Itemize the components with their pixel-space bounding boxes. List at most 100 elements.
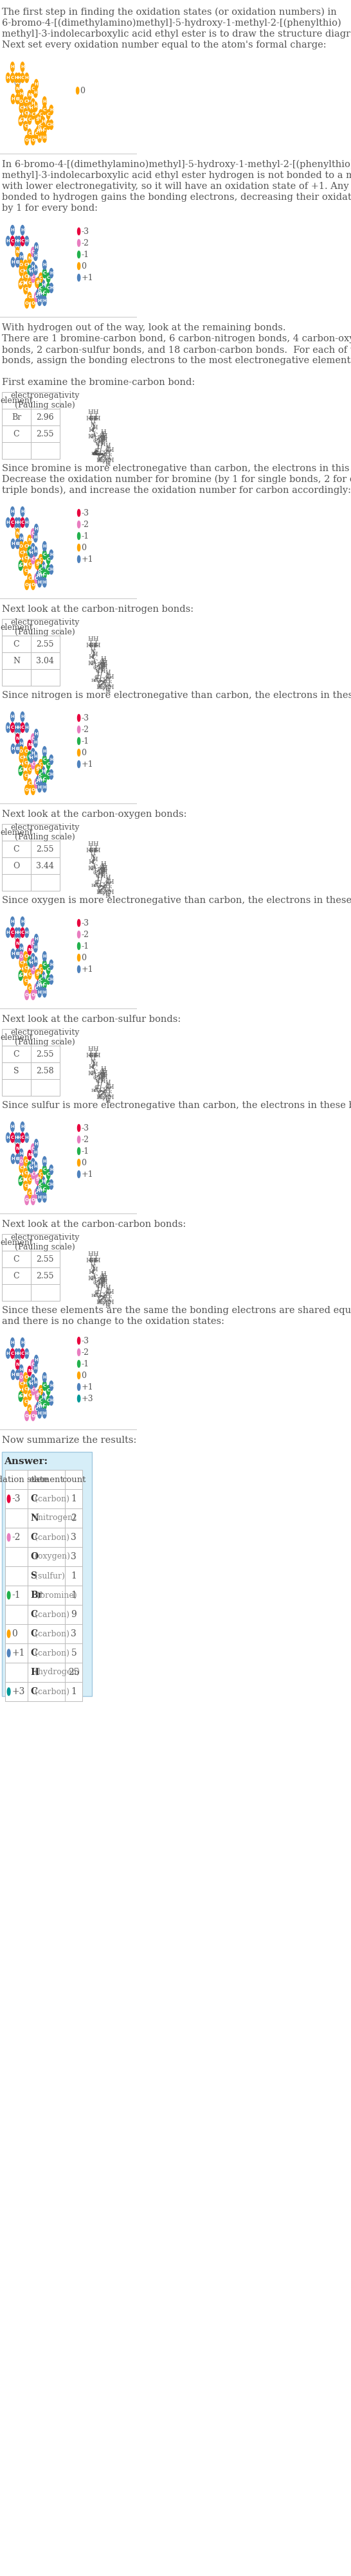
Text: electronegativity
(Pauling scale): electronegativity (Pauling scale) [11,824,80,842]
Text: O: O [31,1198,35,1203]
Text: C: C [39,113,42,116]
Text: H: H [25,1352,29,1355]
Circle shape [34,88,38,98]
Text: H: H [15,75,18,80]
Bar [5,1528,27,1548]
Circle shape [7,1649,10,1656]
Circle shape [78,943,80,951]
Text: C: C [39,1182,42,1188]
Text: H: H [38,981,41,987]
Circle shape [36,289,40,299]
Text: C: C [31,1649,38,1656]
Text: H: H [102,433,107,438]
Text: H: H [36,1190,40,1193]
Circle shape [41,116,45,126]
Circle shape [11,95,15,103]
Circle shape [43,1401,46,1409]
Text: C: C [39,1399,42,1401]
Text: H: H [29,270,33,273]
Circle shape [78,510,80,515]
Text: triple bonds), and increase the oxidation number for carbon accordingly:: triple bonds), and increase the oxidatio… [2,487,351,495]
Circle shape [43,296,46,307]
Bar [31,1079,60,1095]
Text: H: H [34,255,38,258]
Bar [5,1662,27,1682]
Circle shape [16,258,19,268]
Circle shape [24,283,27,294]
Circle shape [28,956,31,966]
Text: C: C [28,562,31,567]
Text: C: C [39,276,42,281]
Circle shape [40,569,44,580]
Text: C: C [99,1087,104,1092]
Circle shape [15,1350,18,1358]
Circle shape [31,1386,35,1396]
Circle shape [36,1401,40,1412]
Text: O: O [25,788,29,791]
Text: -3: -3 [81,227,89,234]
Circle shape [19,1175,22,1185]
Text: O: O [31,582,35,587]
Text: H: H [11,98,15,100]
Text: H: H [6,1136,10,1139]
Text: H: H [25,520,29,526]
Bar [27,1489,65,1510]
Text: 6-bromo-4-[(dimethylamino)methyl]-5-hydroxy-1-methyl-2-[(phenylthio): 6-bromo-4-[(dimethylamino)methyl]-5-hydr… [2,18,341,28]
Text: H: H [41,118,45,124]
Text: C: C [43,572,46,577]
Text: element: element [0,827,33,837]
Text: H: H [34,90,38,95]
Circle shape [24,1383,27,1394]
Text: H: H [38,1188,41,1190]
Circle shape [43,106,46,116]
Circle shape [38,783,41,793]
Text: H: H [93,636,98,641]
Circle shape [28,1162,31,1172]
Circle shape [38,1185,41,1193]
Circle shape [19,1391,22,1401]
Circle shape [39,770,43,781]
Text: C: C [35,577,38,580]
Text: C: C [95,1291,100,1296]
Text: C: C [101,435,105,440]
Text: H: H [96,1095,101,1100]
Text: H: H [34,549,38,554]
Circle shape [39,564,43,574]
Circle shape [25,786,29,796]
Text: H: H [43,580,46,585]
Text: H: H [43,1412,46,1414]
Text: C: C [107,886,112,894]
Circle shape [11,1123,14,1131]
Circle shape [25,724,29,732]
Circle shape [19,958,23,969]
Circle shape [43,549,46,559]
Text: C: C [101,1072,105,1079]
Text: bonded to hydrogen gains the bonding electrons, decreasing their oxidation state: bonded to hydrogen gains the bonding ele… [2,193,351,201]
Text: H: H [91,641,97,649]
Text: The first step in finding the oxidation states (or oxidation numbers) in: The first step in finding the oxidation … [2,8,337,18]
Text: H: H [100,433,106,438]
Text: 3.44: 3.44 [36,860,54,871]
Bar [2,1079,31,1095]
Bar [65,1528,82,1548]
Text: C: C [24,979,27,981]
Circle shape [49,1396,53,1406]
Text: H: H [102,438,107,443]
Circle shape [11,258,15,268]
Text: H: H [49,108,53,111]
Circle shape [46,760,50,770]
Circle shape [39,1180,43,1190]
Circle shape [38,775,41,783]
Text: H: H [16,747,19,750]
Text: H: H [36,129,40,134]
Text: O: O [97,1074,102,1079]
Text: C: C [99,871,104,876]
Circle shape [25,237,29,245]
Text: H: H [31,1667,39,1677]
Bar [31,1267,60,1285]
Circle shape [16,744,19,755]
Circle shape [76,88,79,95]
Circle shape [39,273,43,283]
Text: C: C [28,281,31,286]
Circle shape [78,273,80,281]
